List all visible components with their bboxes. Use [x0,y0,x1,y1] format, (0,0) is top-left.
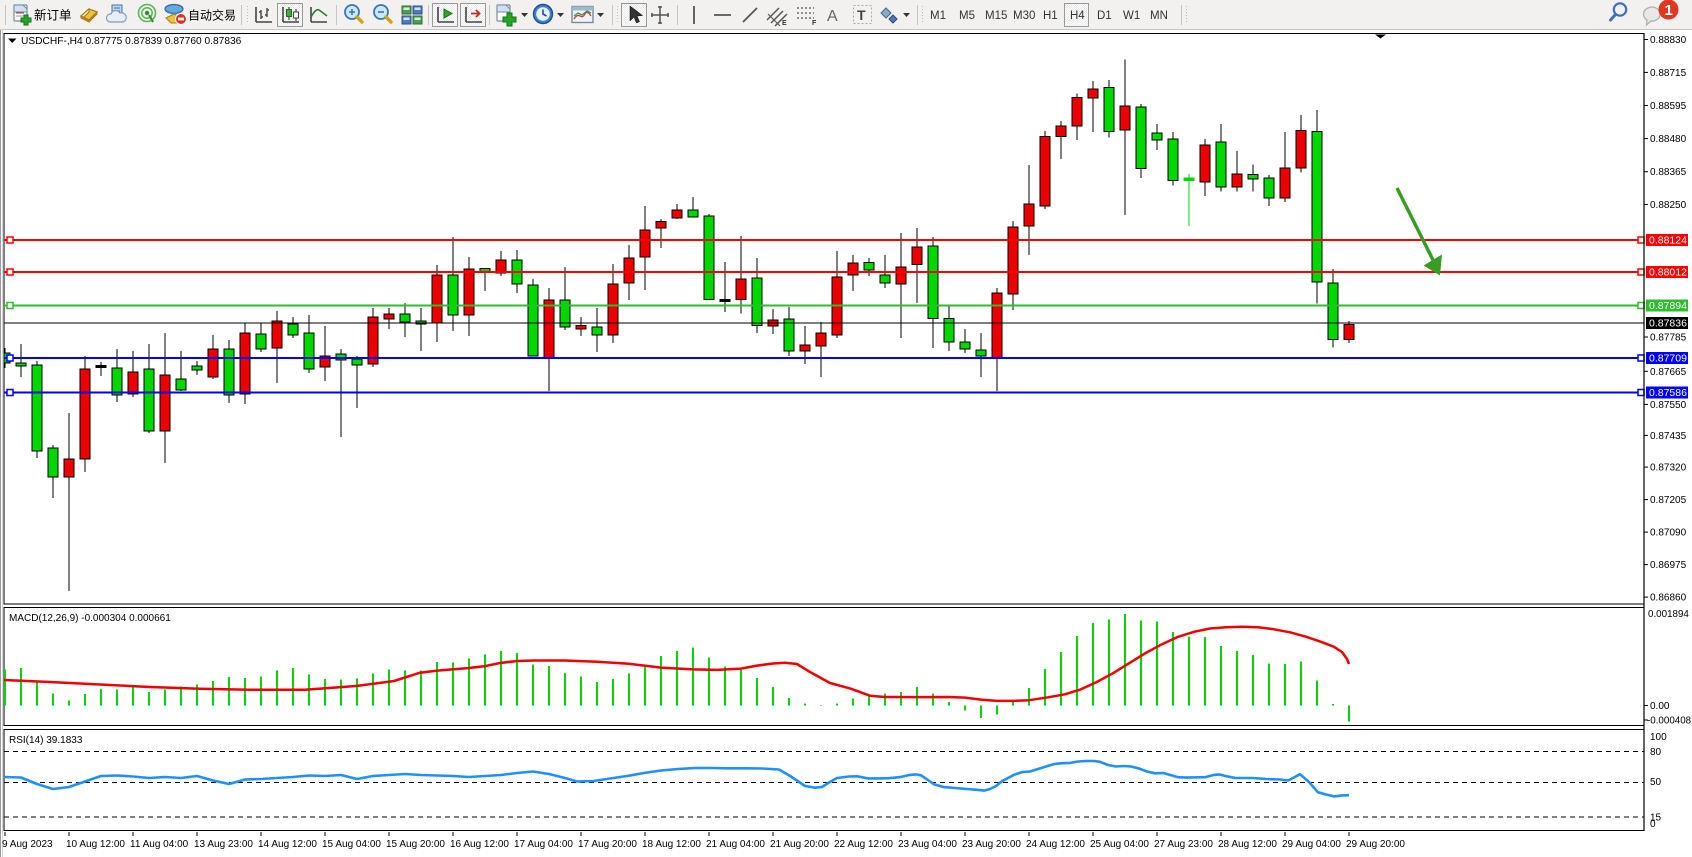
svg-text:10 Aug 12:00: 10 Aug 12:00 [66,839,125,850]
svg-text:E: E [782,20,787,27]
svg-text:0.87586: 0.87586 [1649,387,1687,399]
svg-text:D1: D1 [1097,10,1112,22]
svg-text:RSI(14) 39.1833: RSI(14) 39.1833 [9,735,83,746]
svg-text:29 Aug 04:00: 29 Aug 04:00 [1282,839,1341,850]
svg-text:0.86975: 0.86975 [1650,560,1687,571]
svg-text:29 Aug 20:00: 29 Aug 20:00 [1346,839,1405,850]
svg-text:23 Aug 20:00: 23 Aug 20:00 [962,839,1021,850]
svg-text:100: 100 [1650,732,1667,743]
svg-text:M30: M30 [1013,10,1035,22]
svg-text:M1: M1 [930,10,946,22]
svg-text:24 Aug 12:00: 24 Aug 12:00 [1026,839,1085,850]
svg-text:0.88830: 0.88830 [1650,35,1687,46]
svg-text:15 Aug 20:00: 15 Aug 20:00 [386,839,445,850]
svg-text:自动交易: 自动交易 [188,8,236,23]
svg-text:A: A [827,8,838,25]
svg-text:80: 80 [1650,747,1662,758]
svg-text:0.87320: 0.87320 [1650,463,1687,474]
svg-text:0.87665: 0.87665 [1650,367,1687,378]
svg-text:0.87709: 0.87709 [1649,353,1687,365]
svg-text:0.87550: 0.87550 [1650,400,1687,411]
svg-text:H1: H1 [1043,10,1058,22]
svg-text:22 Aug 12:00: 22 Aug 12:00 [834,839,893,850]
svg-text:13 Aug 23:00: 13 Aug 23:00 [194,839,253,850]
svg-text:25 Aug 04:00: 25 Aug 04:00 [1090,839,1149,850]
svg-text:H4: H4 [1070,10,1085,22]
svg-text:21 Aug 04:00: 21 Aug 04:00 [706,839,765,850]
svg-text:0.88715: 0.88715 [1650,68,1687,79]
svg-text:0.88012: 0.88012 [1649,267,1687,279]
svg-text:0.87090: 0.87090 [1650,528,1687,539]
svg-text:0.88480: 0.88480 [1650,134,1687,145]
svg-text:T: T [857,7,866,23]
svg-text:0.87894: 0.87894 [1649,300,1687,312]
svg-text:MN: MN [1150,10,1168,22]
svg-text:-0.000408: -0.000408 [1647,716,1692,727]
svg-text:0.00: 0.00 [1650,701,1670,712]
svg-text:0.87785: 0.87785 [1650,333,1687,344]
svg-text:14 Aug 12:00: 14 Aug 12:00 [258,839,317,850]
svg-text:18 Aug 12:00: 18 Aug 12:00 [642,839,701,850]
svg-text:0.88365: 0.88365 [1650,167,1687,178]
svg-text:新订单: 新订单 [34,8,72,23]
svg-text:0.001894: 0.001894 [1648,609,1689,620]
svg-text:M15: M15 [985,10,1007,22]
svg-text:W1: W1 [1123,10,1140,22]
svg-text:MACD(12,26,9) -0.000304 0.0006: MACD(12,26,9) -0.000304 0.000661 [9,613,171,624]
svg-text:0.87836: 0.87836 [1649,318,1687,330]
svg-text:M5: M5 [959,10,975,22]
svg-text:USDCHF-,H4 0.87775 0.87839 0.: USDCHF-,H4 0.87775 0.87839 0.87760 0.878… [21,36,242,47]
svg-text:0.88595: 0.88595 [1650,101,1687,112]
svg-text:50: 50 [1650,777,1662,788]
svg-text:17 Aug 20:00: 17 Aug 20:00 [578,839,637,850]
svg-text:28 Aug 12:00: 28 Aug 12:00 [1218,839,1277,850]
svg-text:27 Aug 23:00: 27 Aug 23:00 [1154,839,1213,850]
svg-text:0: 0 [1650,819,1656,830]
svg-text:0.88124: 0.88124 [1649,235,1687,247]
svg-text:21 Aug 20:00: 21 Aug 20:00 [770,839,829,850]
svg-text:F: F [812,20,817,27]
svg-text:15: 15 [1650,813,1662,824]
svg-text:9 Aug 2023: 9 Aug 2023 [2,839,53,850]
svg-text:0.87435: 0.87435 [1650,431,1687,442]
svg-text:0.86860: 0.86860 [1650,593,1687,604]
svg-text:23 Aug 04:00: 23 Aug 04:00 [898,839,957,850]
svg-text:16 Aug 12:00: 16 Aug 12:00 [450,839,509,850]
svg-text:17 Aug 04:00: 17 Aug 04:00 [514,839,573,850]
svg-text:0.87205: 0.87205 [1650,495,1687,506]
svg-text:0.88250: 0.88250 [1650,200,1687,211]
svg-text:15 Aug 04:00: 15 Aug 04:00 [322,839,381,850]
svg-text:11 Aug 04:00: 11 Aug 04:00 [130,839,189,850]
svg-text:1: 1 [1665,2,1673,19]
